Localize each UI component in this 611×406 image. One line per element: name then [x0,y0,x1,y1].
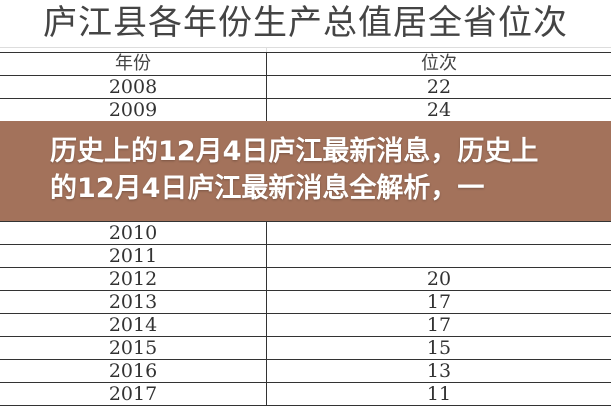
rank-cell [267,222,611,245]
year-cell: 2017 [0,383,267,406]
year-cell: 2011 [0,245,267,268]
rank-cell: 24 [267,99,611,122]
year-cell: 2015 [0,337,267,360]
rank-cell [267,245,611,268]
year-cell: 2014 [0,314,267,337]
rank-cell: 11 [267,383,611,406]
year-cell: 2010 [0,222,267,245]
table-row: 2010 [0,222,611,245]
table-row: 2011 [0,245,611,268]
rank-cell: 17 [267,314,611,337]
headline-text[interactable]: 历史上的12月4日庐江最新消息，历史上的12月4日庐江最新消息全解析，一 [50,133,565,209]
year-cell: 2013 [0,291,267,314]
rank-cell: 13 [267,360,611,383]
year-cell: 2008 [0,76,267,99]
banner-row: 历史上的12月4日庐江最新消息，历史上的12月4日庐江最新消息全解析，一 [0,121,611,222]
banner-cell: 历史上的12月4日庐江最新消息，历史上的12月4日庐江最新消息全解析，一 [0,121,611,222]
year-cell: 2009 [0,99,267,122]
rank-cell: 22 [267,76,611,99]
year-cell: 2012 [0,268,267,291]
rank-cell: 17 [267,291,611,314]
header-rank: 位次 [267,53,611,76]
table-header-row: 年份 位次 [0,53,611,76]
rank-cell: 15 [267,337,611,360]
header-year: 年份 [0,53,267,76]
headline-banner[interactable]: 历史上的12月4日庐江最新消息，历史上的12月4日庐江最新消息全解析，一 [0,121,611,221]
rank-cell: 20 [267,268,611,291]
table-title: 庐江县各年份生产总值居全省位次 [0,0,611,46]
year-cell: 2016 [0,360,267,383]
